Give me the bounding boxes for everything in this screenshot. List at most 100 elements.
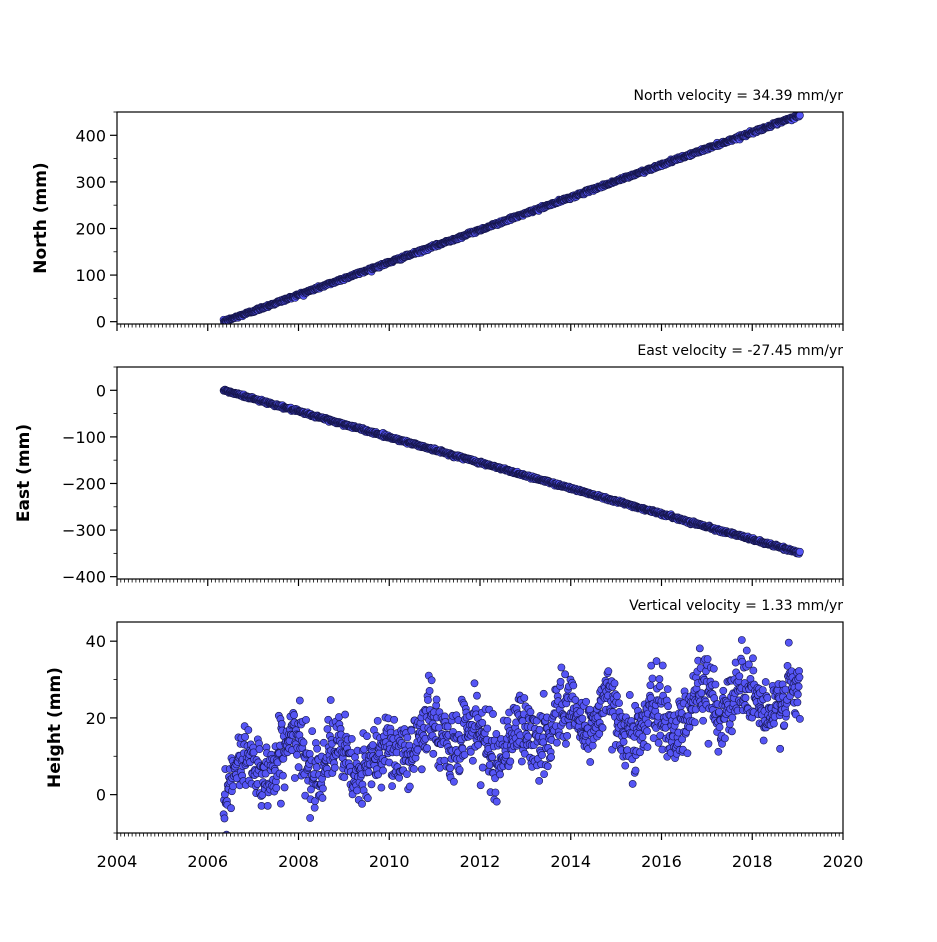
data-point (388, 782, 396, 791)
data-point (663, 685, 672, 694)
data-point (621, 761, 630, 770)
x-tick-label: 2012 (460, 852, 501, 871)
data-point (690, 718, 699, 727)
data-point (417, 765, 426, 774)
data-point (582, 697, 591, 706)
data-point (311, 797, 319, 805)
data-point (655, 675, 664, 683)
data-point (643, 743, 652, 751)
east-velocity-title: East velocity = -27.45 mm/yr (637, 343, 843, 359)
data-point (313, 744, 322, 753)
data-point (227, 804, 235, 813)
data-point (699, 716, 707, 725)
data-point (664, 702, 672, 711)
data-point (628, 780, 637, 788)
data-point (449, 777, 458, 786)
data-point (780, 721, 789, 730)
data-point (277, 720, 286, 728)
data-point (714, 747, 723, 756)
data-point (721, 734, 729, 743)
data-point (330, 763, 339, 772)
data-point (783, 661, 792, 670)
data-point (749, 666, 758, 675)
y-tick-label: 400 (75, 126, 106, 145)
data-point (272, 784, 281, 792)
data-point (711, 680, 720, 689)
data-point (299, 738, 308, 747)
data-point (364, 768, 373, 777)
east-points (219, 385, 804, 558)
data-point (379, 766, 387, 775)
y-tick-label: −300 (62, 521, 106, 540)
data-point (793, 698, 802, 707)
x-tick-label: 2004 (97, 852, 138, 871)
data-point (524, 732, 532, 741)
data-point (305, 749, 314, 758)
data-point (728, 727, 736, 736)
data-point (781, 685, 790, 694)
data-point (496, 770, 504, 779)
x-tick-label: 2020 (823, 852, 864, 871)
y-tick-label: 0 (96, 786, 106, 805)
x-tick-label: 2008 (278, 852, 319, 871)
data-point (678, 735, 686, 744)
data-point (631, 766, 640, 775)
data-point (306, 814, 315, 822)
data-point (474, 740, 483, 749)
data-point (443, 722, 452, 731)
north-points (219, 112, 804, 324)
y-tick-label: −100 (62, 428, 106, 447)
data-point (715, 723, 724, 732)
data-point (312, 763, 321, 772)
data-point (323, 725, 332, 733)
data-point (649, 734, 658, 743)
data-point (538, 751, 546, 759)
north-velocity-title: North velocity = 34.39 mm/yr (633, 88, 843, 104)
data-point (749, 654, 757, 663)
y-tick-label: 100 (75, 266, 106, 285)
data-point (578, 714, 587, 723)
data-point (759, 736, 768, 745)
data-point (429, 749, 438, 758)
data-point (347, 734, 356, 743)
data-point (615, 699, 623, 708)
data-point (492, 730, 501, 738)
y-tick-label: 40 (86, 632, 106, 651)
data-point (340, 773, 349, 782)
data-point (647, 661, 656, 670)
data-point (737, 636, 746, 644)
data-point (478, 718, 487, 727)
east-axes-frame (116, 366, 844, 580)
data-point (506, 757, 515, 766)
data-point (301, 791, 310, 800)
data-point (795, 547, 804, 556)
data-point (770, 719, 778, 728)
data-point (547, 753, 555, 762)
data-point (425, 686, 434, 695)
data-point (503, 716, 512, 725)
data-point (782, 709, 791, 718)
data-point (625, 691, 634, 699)
data-point (761, 678, 770, 686)
data-point (744, 660, 753, 669)
data-point (229, 782, 238, 791)
data-point (598, 723, 607, 732)
data-point (613, 692, 621, 701)
y-tick-label: −200 (62, 474, 106, 493)
data-point (290, 774, 299, 782)
data-point (255, 745, 264, 754)
data-point (539, 689, 548, 698)
panel-east: −400 −300 −200 −100 0 East (mm) East velocity … (14, 343, 844, 587)
data-point (704, 739, 713, 748)
data-point (695, 644, 704, 653)
data-point (446, 764, 455, 772)
data-point (540, 770, 548, 779)
height-ylabel: Height (mm) (45, 667, 65, 788)
data-point (697, 689, 706, 698)
data-point (492, 797, 501, 806)
data-point (432, 695, 441, 704)
data-point (489, 710, 497, 718)
x-tick-label: 2014 (550, 852, 591, 871)
data-point (410, 765, 418, 773)
